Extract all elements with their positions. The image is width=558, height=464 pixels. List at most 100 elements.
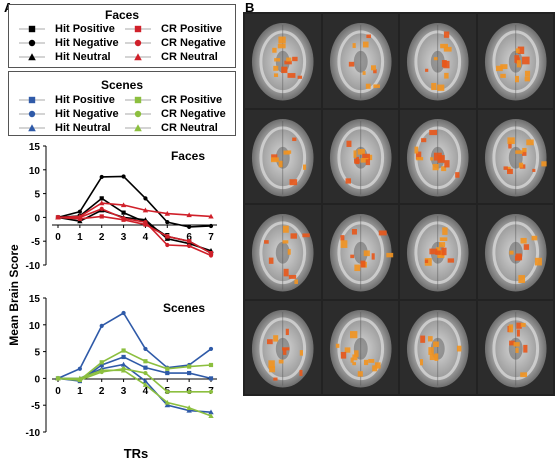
chart-title: Faces [171,149,205,163]
legend-item-label: Hit Neutral [55,51,111,63]
legend-marker-icon [125,110,151,118]
series-line [57,175,212,228]
data-point [143,220,148,225]
legend-item-label: Hit Negative [55,37,119,49]
y-tick-label: 5 [34,190,40,201]
data-point [165,389,170,394]
data-point [187,370,192,376]
brain-slice-image [477,205,553,299]
data-point [208,376,214,381]
data-point [186,212,192,218]
data-point [120,202,127,208]
scenes-legend: Scenes Hit Positive CR Positive Hit Negati… [8,71,236,136]
data-point [120,367,127,373]
brain-slice-image [322,14,398,108]
legend-marker-icon [125,25,151,33]
x-tick-label: 4 [143,386,149,397]
data-point [99,196,104,201]
y-tick-label: -5 [31,401,40,412]
data-point [99,174,104,180]
data-point [55,375,61,381]
data-point [143,365,148,370]
brain-slice-image [322,109,398,203]
series-line [57,209,212,252]
data-point [121,348,126,353]
x-tick-label: 2 [99,386,105,397]
x-tick-label: 6 [186,232,192,243]
data-point [208,251,214,256]
legend-marker-icon [19,39,45,47]
legend-item-label: Hit Negative [55,108,119,120]
data-point [99,323,104,328]
scenes-legend-title: Scenes [100,78,144,92]
legend-marker-icon [19,96,45,104]
brain-slice-image [477,109,553,203]
data-point [99,206,104,211]
brain-slice-image [245,205,321,299]
legend-marker-icon [125,39,151,47]
x-tick-label: 7 [208,232,214,243]
y-tick-label: 10 [29,321,41,332]
y-tick-label: 15 [29,142,41,153]
legend-item-label: CR Neutral [161,122,218,134]
data-point [77,375,83,381]
y-tick-label: 0 [34,213,40,224]
data-point [121,216,126,221]
legend-marker-icon [19,110,45,118]
data-point [143,196,148,201]
brain-slice-image [245,300,321,394]
data-point [55,214,61,220]
x-tick-label: 0 [55,386,61,397]
y-tick-label: -5 [31,237,40,248]
series-line [57,202,212,219]
data-point [142,378,149,384]
data-point [77,213,83,219]
legend-item-label: Hit Positive [55,23,115,35]
data-point [99,200,105,206]
y-tick-label: -10 [26,428,41,439]
series-line [58,207,212,257]
data-point [143,359,148,364]
legend-item-label: CR Neutral [161,51,218,63]
legend-marker-icon [125,53,151,61]
data-point [164,210,170,216]
y-tick-label: 15 [29,294,41,305]
data-point [208,389,214,394]
legend-marker-icon [19,25,45,33]
series-line [58,369,212,417]
data-point [99,360,104,365]
legend-marker-icon [19,124,45,132]
data-point [77,366,82,371]
faces-legend-title: Faces [104,8,140,22]
faces-legend: Faces Hit Positive CR Positive Hit Negativ… [8,4,236,68]
data-point [121,354,126,360]
data-point [143,346,148,352]
y-tick-label: -10 [26,261,41,272]
data-point [186,407,192,413]
brain-slice-image [245,14,321,108]
data-point [186,405,192,410]
brain-slice-image [400,205,476,299]
data-point [142,207,149,213]
y-axis-label: Mean Brain Score [7,244,21,346]
x-tick-label: 1 [77,232,83,243]
data-point [208,253,214,258]
legend-marker-icon [19,53,45,61]
legend-item-label: CR Negative [161,108,226,120]
x-tick-label: 3 [121,386,127,397]
data-point [164,399,170,405]
data-point [208,223,214,229]
brain-slice-image [245,109,321,203]
data-point [165,370,170,376]
y-tick-label: 10 [29,166,41,177]
scenes-chart: -10-505101501234567Scenes [26,294,217,439]
data-point [165,242,170,248]
data-point [165,366,170,371]
data-point [121,174,126,179]
data-point [208,346,214,352]
x-tick-label: 4 [143,232,149,243]
brain-slice-image [477,14,553,108]
series-line [57,311,212,380]
x-axis-label: TRs [124,446,149,461]
data-point [143,222,148,227]
